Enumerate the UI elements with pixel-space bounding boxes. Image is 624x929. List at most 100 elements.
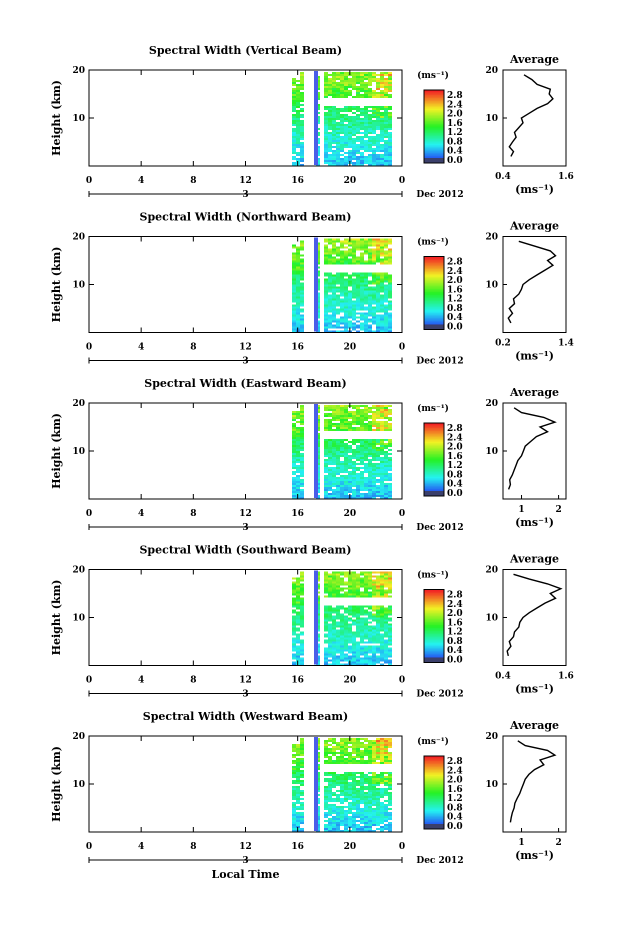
heatmap-cell [380, 655, 384, 658]
heatmap-cell [356, 284, 360, 287]
heatmap-cell [388, 774, 392, 776]
heatmap-cell [328, 463, 332, 465]
heatmap-cell [380, 330, 384, 333]
heatmap-cell [372, 320, 376, 323]
heatmap-cell [380, 754, 384, 756]
heatmap-cell [368, 148, 372, 150]
colorbar-segment [424, 276, 444, 279]
heatmap-cell [364, 822, 368, 824]
heatmap-cell [376, 78, 380, 80]
heatmap-cell [384, 631, 388, 634]
heatmap-cell [332, 637, 336, 640]
heatmap-cell [380, 571, 384, 574]
heatmap-cell [336, 617, 340, 620]
colorbar-segment [424, 461, 444, 464]
colorbar-segment [424, 432, 444, 435]
heatmap-cell [364, 619, 368, 622]
heatmap-cells [292, 571, 392, 666]
heatmap-cell [388, 443, 392, 445]
heatmap-cell [352, 623, 356, 626]
heatmap-cell [384, 473, 388, 475]
heatmap-cell [300, 577, 304, 580]
heatmap-cell [296, 310, 300, 313]
heatmap-cell [360, 84, 364, 86]
heatmap-cell [388, 294, 392, 297]
heatmap-cell [380, 320, 384, 323]
profile-line [507, 240, 557, 324]
heatmap-cell [380, 611, 384, 614]
heatmap-cell [376, 162, 380, 164]
heatmap-cell [344, 94, 348, 96]
heatmap-cell [364, 798, 368, 800]
colorbar-segment [424, 629, 444, 632]
heatmap-cell [348, 822, 352, 824]
heatmap-cell [388, 314, 392, 317]
heatmap-cell [292, 746, 296, 748]
heatmap-cell [388, 72, 392, 74]
heatmap-cell [368, 657, 372, 660]
heatmap-cell [384, 294, 388, 297]
colorbar-segment [424, 759, 444, 762]
heatmap-cell [360, 657, 364, 660]
heatmap-cell [364, 274, 368, 277]
heatmap-cell [324, 409, 328, 411]
heatmap-cell [384, 748, 388, 750]
heatmap-cell [336, 312, 340, 315]
heatmap-cell [324, 591, 328, 594]
heatmap-cell [364, 455, 368, 457]
heatmap-cell [340, 427, 344, 429]
heatmap-cell [356, 804, 360, 806]
heatmap-cell [360, 451, 364, 453]
heatmap-cell [292, 623, 296, 626]
heatmap-cell [384, 581, 388, 584]
heatmap-cell [372, 419, 376, 421]
heatmap-cell [356, 132, 360, 134]
x-tick-label: 16 [291, 842, 304, 852]
profile-x-tick-label: 1 [518, 838, 524, 848]
colorbar-segment [424, 795, 444, 798]
heatmap-cell [324, 814, 328, 816]
heatmap-cell [292, 768, 296, 770]
heatmap-cell [376, 310, 380, 313]
heatmap-cell [360, 461, 364, 463]
heatmap-cell [300, 485, 304, 487]
colorbar-unit: (ms⁻¹) [417, 237, 449, 248]
heatmap-cell [356, 497, 360, 499]
heatmap-cell [376, 284, 380, 287]
heatmap-cell [332, 794, 336, 796]
heatmap-cell [372, 776, 376, 778]
heatmap-cell [380, 489, 384, 491]
heatmap-cell [344, 142, 348, 144]
heatmap-cell [348, 320, 352, 323]
heatmap-cell [360, 816, 364, 818]
heatmap-cell [352, 497, 356, 499]
heatmap-cell [296, 633, 300, 636]
heatmap-cell [344, 324, 348, 327]
heatmap-cell [380, 449, 384, 451]
heatmap-cell [332, 290, 336, 293]
heatmap-cell [296, 786, 300, 788]
heatmap-cell [332, 439, 336, 441]
heatmap-cell [384, 238, 388, 241]
heatmap-cell [348, 282, 352, 285]
heatmap-cell [384, 126, 388, 128]
heatmap-cell [372, 810, 376, 812]
heatmap-cell [356, 641, 360, 644]
heatmap-cell [384, 467, 388, 469]
heatmap-cell [380, 308, 384, 311]
heatmap-cell [376, 252, 380, 255]
heatmap-cell [384, 272, 388, 275]
heatmap-cell [324, 746, 328, 748]
heatmap-cell [384, 250, 388, 253]
heatmap-cell [336, 72, 340, 74]
heatmap-cell [356, 405, 360, 407]
heatmap-cell [292, 427, 296, 429]
heatmap-cell [376, 655, 380, 658]
heatmap-cell [336, 467, 340, 469]
heatmap-cell [296, 421, 300, 423]
heatmap-cell [384, 645, 388, 648]
heatmap-cell [336, 246, 340, 249]
heatmap-cell [348, 481, 352, 483]
heatmap-cell [352, 84, 356, 86]
heatmap-cell [300, 431, 304, 433]
